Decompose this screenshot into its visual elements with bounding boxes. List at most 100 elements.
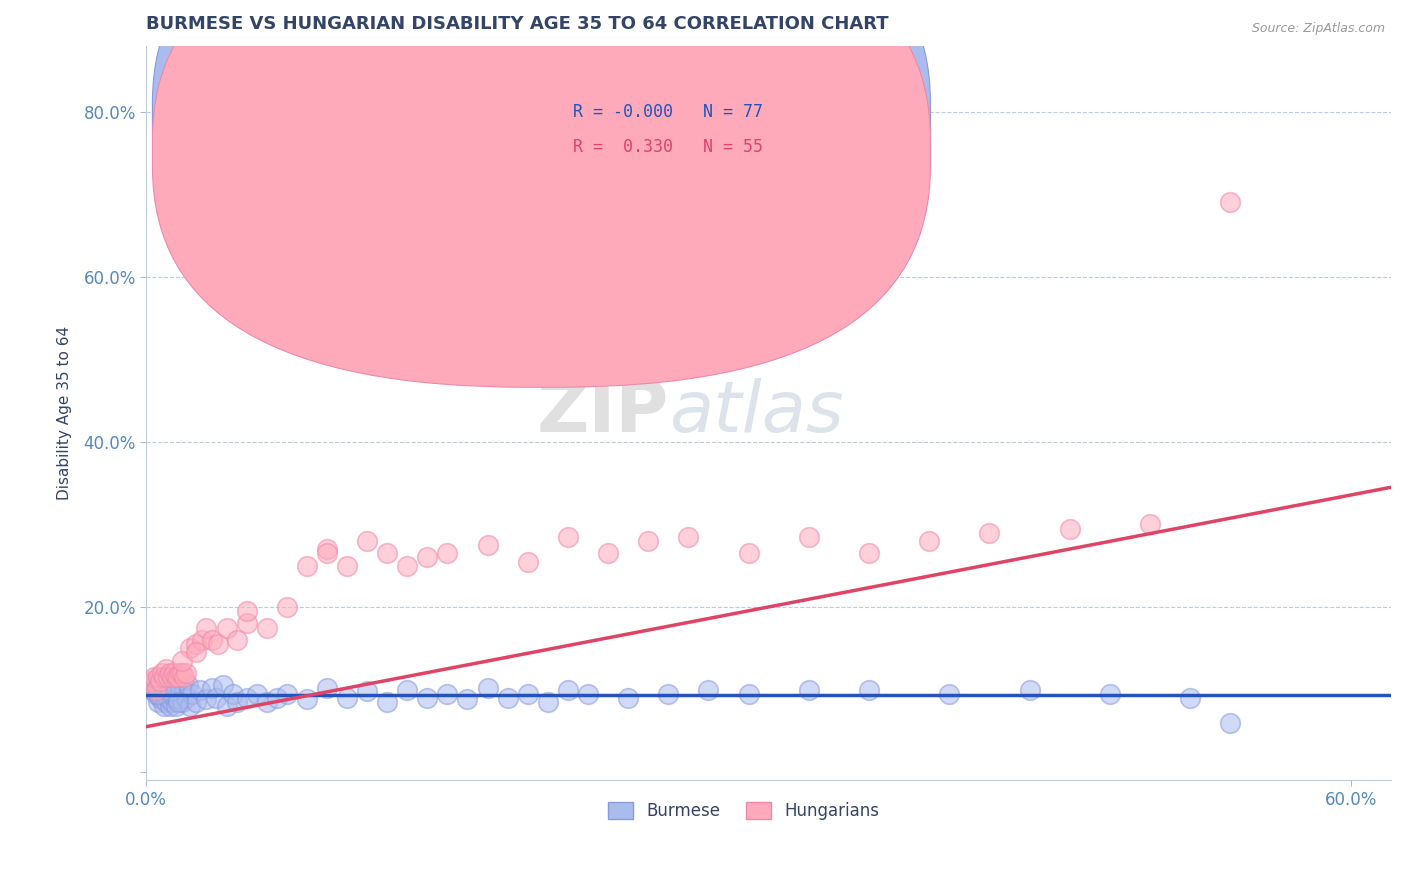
Point: [172, 695, 194, 709]
Point: [167, 670, 190, 684]
Point: [181, 687, 204, 701]
Point: [172, 665, 194, 680]
Point: [145, 682, 167, 697]
Point: [316, 546, 339, 560]
Point: [162, 695, 184, 709]
Point: [246, 687, 269, 701]
Point: [153, 687, 176, 701]
Text: Source: ZipAtlas.com: Source: ZipAtlas.com: [1251, 22, 1385, 36]
Point: [235, 604, 257, 618]
Point: [157, 670, 180, 684]
Point: [737, 687, 759, 701]
Point: [1139, 517, 1161, 532]
Text: R =  0.330   N = 55: R = 0.330 N = 55: [574, 138, 763, 156]
Point: [167, 695, 190, 709]
Point: [436, 546, 458, 560]
Point: [276, 599, 298, 614]
Point: [148, 684, 170, 698]
Point: [436, 687, 458, 701]
Text: atlas: atlas: [669, 378, 844, 448]
Point: [477, 538, 499, 552]
Point: [165, 684, 187, 698]
Point: [537, 695, 560, 709]
Point: [516, 555, 538, 569]
Point: [979, 525, 1001, 540]
Point: [159, 687, 181, 701]
Point: [1180, 690, 1202, 705]
Point: [157, 678, 180, 692]
Point: [557, 682, 579, 697]
Point: [195, 692, 218, 706]
Point: [201, 681, 224, 695]
Point: [1219, 715, 1241, 730]
Point: [617, 690, 640, 705]
Point: [145, 687, 167, 701]
Text: ZIP: ZIP: [537, 378, 669, 448]
Point: [295, 558, 318, 573]
FancyBboxPatch shape: [501, 86, 831, 186]
Point: [176, 665, 198, 680]
Text: BURMESE VS HUNGARIAN DISABILITY AGE 35 TO 64 CORRELATION CHART: BURMESE VS HUNGARIAN DISABILITY AGE 35 T…: [146, 15, 889, 33]
Point: [155, 695, 177, 709]
Text: R = -0.000   N = 77: R = -0.000 N = 77: [574, 103, 763, 120]
Point: [637, 533, 659, 548]
Point: [201, 632, 224, 647]
Point: [1098, 687, 1121, 701]
Point: [205, 690, 228, 705]
Point: [678, 530, 700, 544]
Point: [145, 676, 167, 690]
Point: [143, 670, 166, 684]
Point: [173, 684, 195, 698]
Point: [155, 682, 177, 697]
Point: [225, 695, 247, 709]
Point: [1219, 195, 1241, 210]
Point: [165, 670, 187, 684]
Point: [516, 687, 538, 701]
Point: [143, 676, 166, 690]
Point: [396, 558, 419, 573]
Point: [918, 533, 941, 548]
Point: [221, 687, 243, 701]
Point: [148, 670, 170, 684]
Point: [179, 641, 201, 656]
Point: [496, 690, 519, 705]
Point: [657, 687, 679, 701]
Point: [186, 645, 208, 659]
Point: [195, 621, 218, 635]
Point: [207, 637, 229, 651]
Point: [159, 684, 181, 698]
Point: [186, 637, 208, 651]
Point: [159, 698, 181, 713]
Point: [336, 558, 359, 573]
Point: [356, 533, 378, 548]
Point: [477, 681, 499, 695]
Point: [172, 654, 194, 668]
Point: [148, 695, 170, 709]
Point: [235, 690, 257, 705]
Point: [375, 695, 398, 709]
Point: [162, 670, 184, 684]
Point: [215, 621, 238, 635]
Point: [375, 546, 398, 560]
Legend: Burmese, Hungarians: Burmese, Hungarians: [602, 796, 886, 827]
Point: [858, 682, 880, 697]
Point: [697, 682, 720, 697]
Point: [157, 690, 180, 705]
Point: [153, 698, 176, 713]
Point: [162, 682, 184, 697]
Point: [356, 684, 378, 698]
Point: [557, 530, 579, 544]
Point: [167, 692, 190, 706]
Point: [141, 674, 163, 689]
Point: [163, 678, 186, 692]
Point: [225, 632, 247, 647]
Point: [150, 665, 173, 680]
Point: [1018, 682, 1040, 697]
Point: [797, 682, 820, 697]
Point: [155, 662, 177, 676]
Point: [149, 690, 172, 705]
Point: [256, 621, 278, 635]
Point: [186, 695, 208, 709]
Point: [416, 690, 439, 705]
Point: [596, 546, 619, 560]
